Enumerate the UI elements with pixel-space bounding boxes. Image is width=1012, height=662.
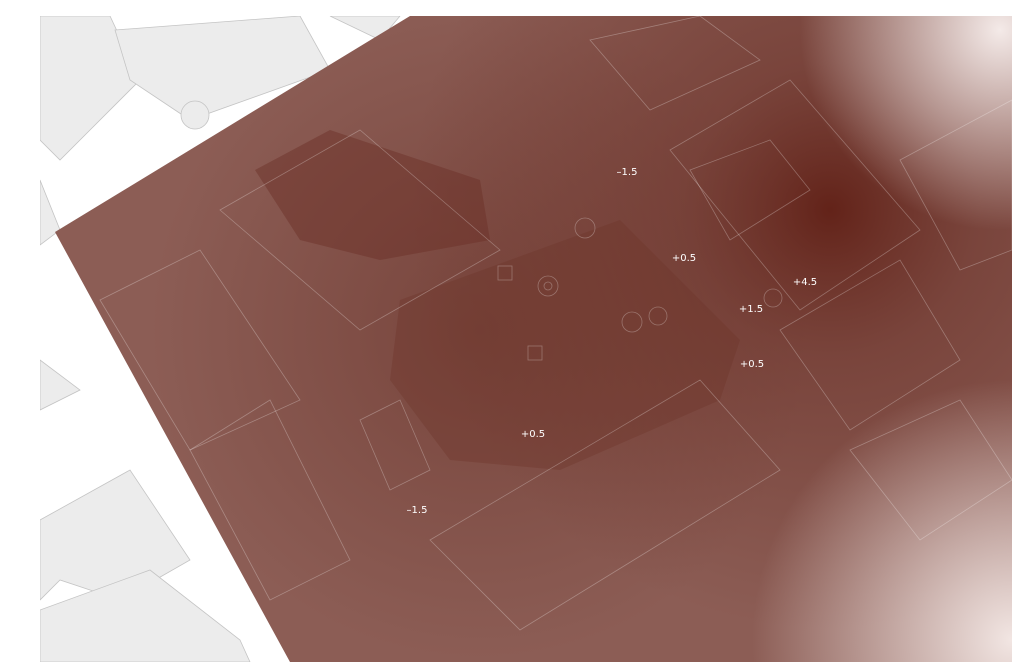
elevation-label: +4.5: [793, 277, 817, 288]
elevation-label: –1.5: [407, 505, 428, 516]
elevation-label: +0.5: [740, 359, 764, 370]
elevation-label: +0.5: [672, 253, 696, 264]
elevation-label: –1.5: [617, 167, 638, 178]
elevation-label: +0.5: [521, 429, 545, 440]
map-area: –1.5 +0.5 +4.5 +1.5 +0.5 +0.5 –1.5: [40, 16, 1012, 662]
elevation-labels: –1.5 +0.5 +4.5 +1.5 +0.5 +0.5 –1.5: [407, 167, 818, 516]
elevation-label: +1.5: [739, 304, 763, 315]
building-outlines: [99, 16, 1012, 631]
